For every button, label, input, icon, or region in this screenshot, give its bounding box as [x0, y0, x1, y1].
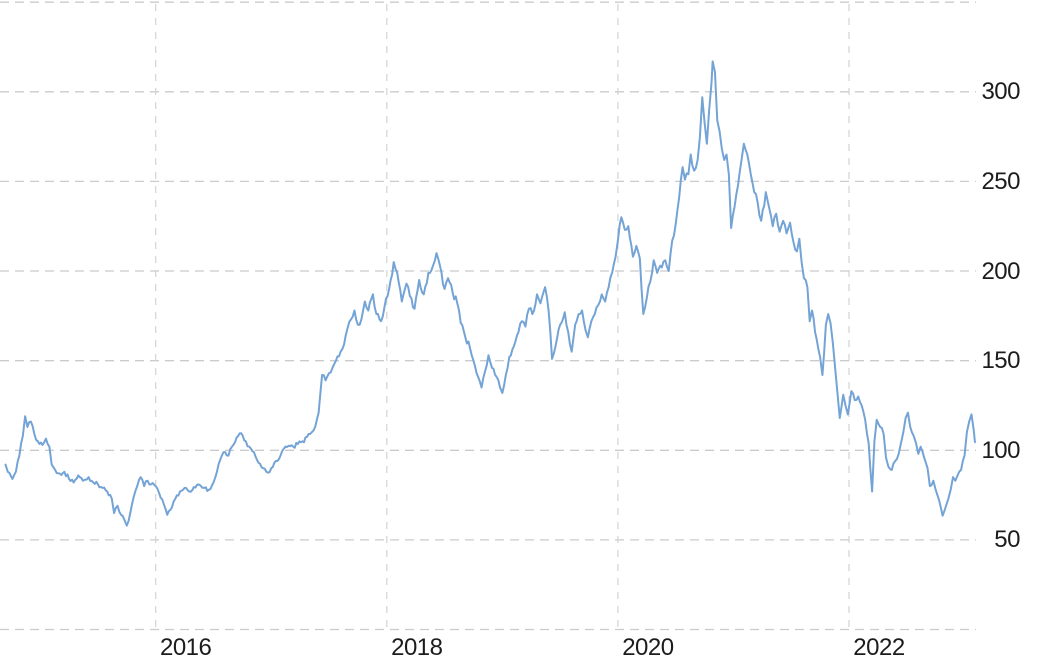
vertical-gridlines	[155, 4, 850, 632]
x-tick-label-2022: 2022	[853, 634, 905, 661]
price-line-series-group	[4, 60, 976, 527]
y-tick-label-250: 250	[981, 167, 1020, 195]
y-tick-label-50: 50	[994, 526, 1020, 554]
y-tick-label-150: 150	[981, 347, 1020, 375]
x-tick-label-2016: 2016	[159, 634, 212, 661]
x-tick-label-2018: 2018	[391, 634, 443, 661]
y-tick-label-200: 200	[981, 257, 1020, 285]
y-tick-label-300: 300	[981, 78, 1020, 106]
x-tick-label-2020: 2020	[622, 634, 674, 661]
price-line-series	[4, 60, 976, 527]
y-tick-label-100: 100	[981, 436, 1020, 464]
